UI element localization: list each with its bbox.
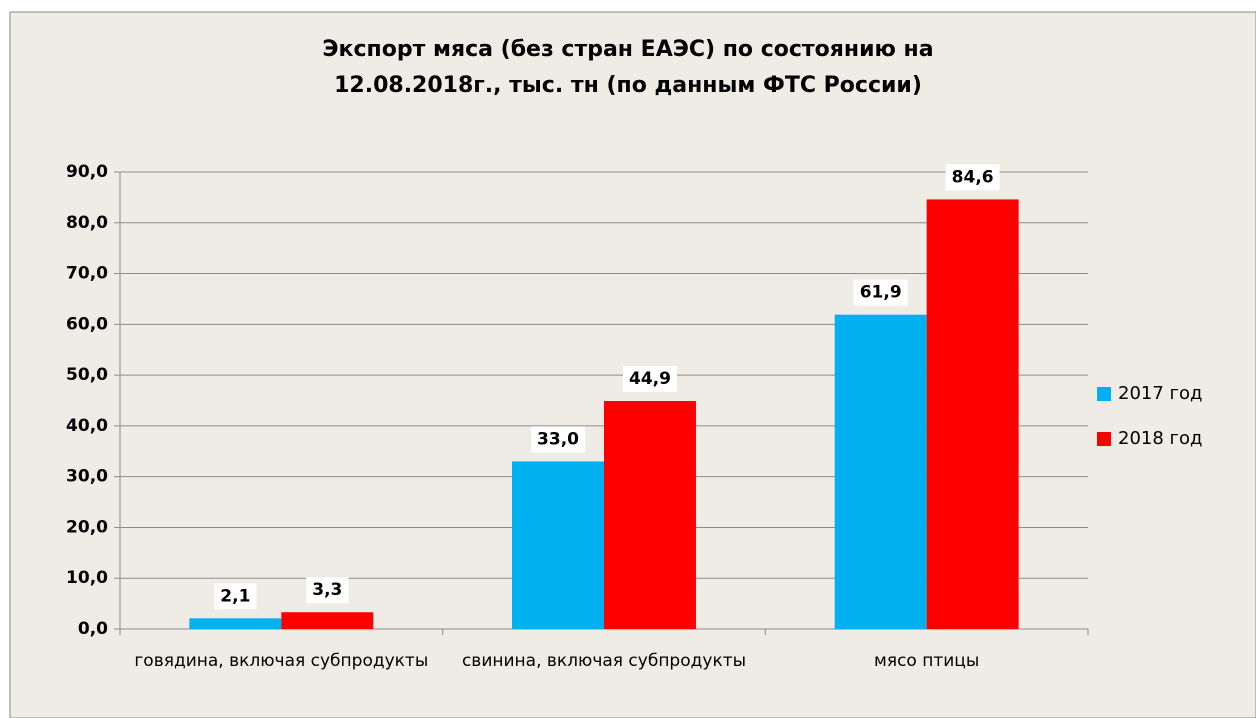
- y-tick-label: 20,0: [66, 517, 108, 537]
- y-tick-label: 80,0: [66, 213, 108, 233]
- y-tick-label: 40,0: [66, 416, 108, 436]
- value-label: 2,1: [220, 586, 250, 606]
- y-tick-label: 50,0: [66, 365, 108, 385]
- value-label: 33,0: [537, 429, 579, 449]
- legend-swatch: [1097, 432, 1111, 446]
- bar: [835, 315, 927, 629]
- bar: [189, 618, 281, 629]
- x-tick-label: свинина, включая субпродукты: [454, 649, 754, 674]
- y-tick-label: 60,0: [66, 314, 108, 334]
- value-label: 3,3: [312, 580, 342, 600]
- legend-swatch: [1097, 387, 1111, 401]
- bar: [927, 199, 1019, 629]
- legend-label: 2018 год: [1118, 428, 1202, 449]
- bar: [512, 461, 604, 629]
- page: Экспорт мяса (без стран ЕАЭС) по состоян…: [0, 0, 1256, 718]
- y-tick-label: 10,0: [66, 568, 108, 588]
- value-label: 61,9: [860, 283, 902, 303]
- sheet-strip: [0, 0, 1256, 12]
- value-label: 84,6: [952, 167, 994, 187]
- bar: [604, 401, 696, 629]
- value-label: 44,9: [629, 369, 671, 389]
- legend-label: 2017 год: [1118, 383, 1202, 404]
- chart-title: Экспорт мяса (без стран ЕАЭС) по состоян…: [322, 37, 933, 62]
- y-tick-label: 90,0: [66, 162, 108, 182]
- chart: Экспорт мяса (без стран ЕАЭС) по состоян…: [0, 0, 1256, 718]
- y-tick-label: 70,0: [66, 264, 108, 284]
- bar: [281, 612, 373, 629]
- y-tick-label: 0,0: [78, 619, 108, 639]
- chart-title: 12.08.2018г., тыс. тн (по данным ФТС Рос…: [334, 73, 922, 98]
- y-tick-label: 30,0: [66, 467, 108, 487]
- x-tick-label: мясо птицы: [777, 649, 1077, 674]
- x-tick-label: говядина, включая субпродукты: [131, 649, 431, 674]
